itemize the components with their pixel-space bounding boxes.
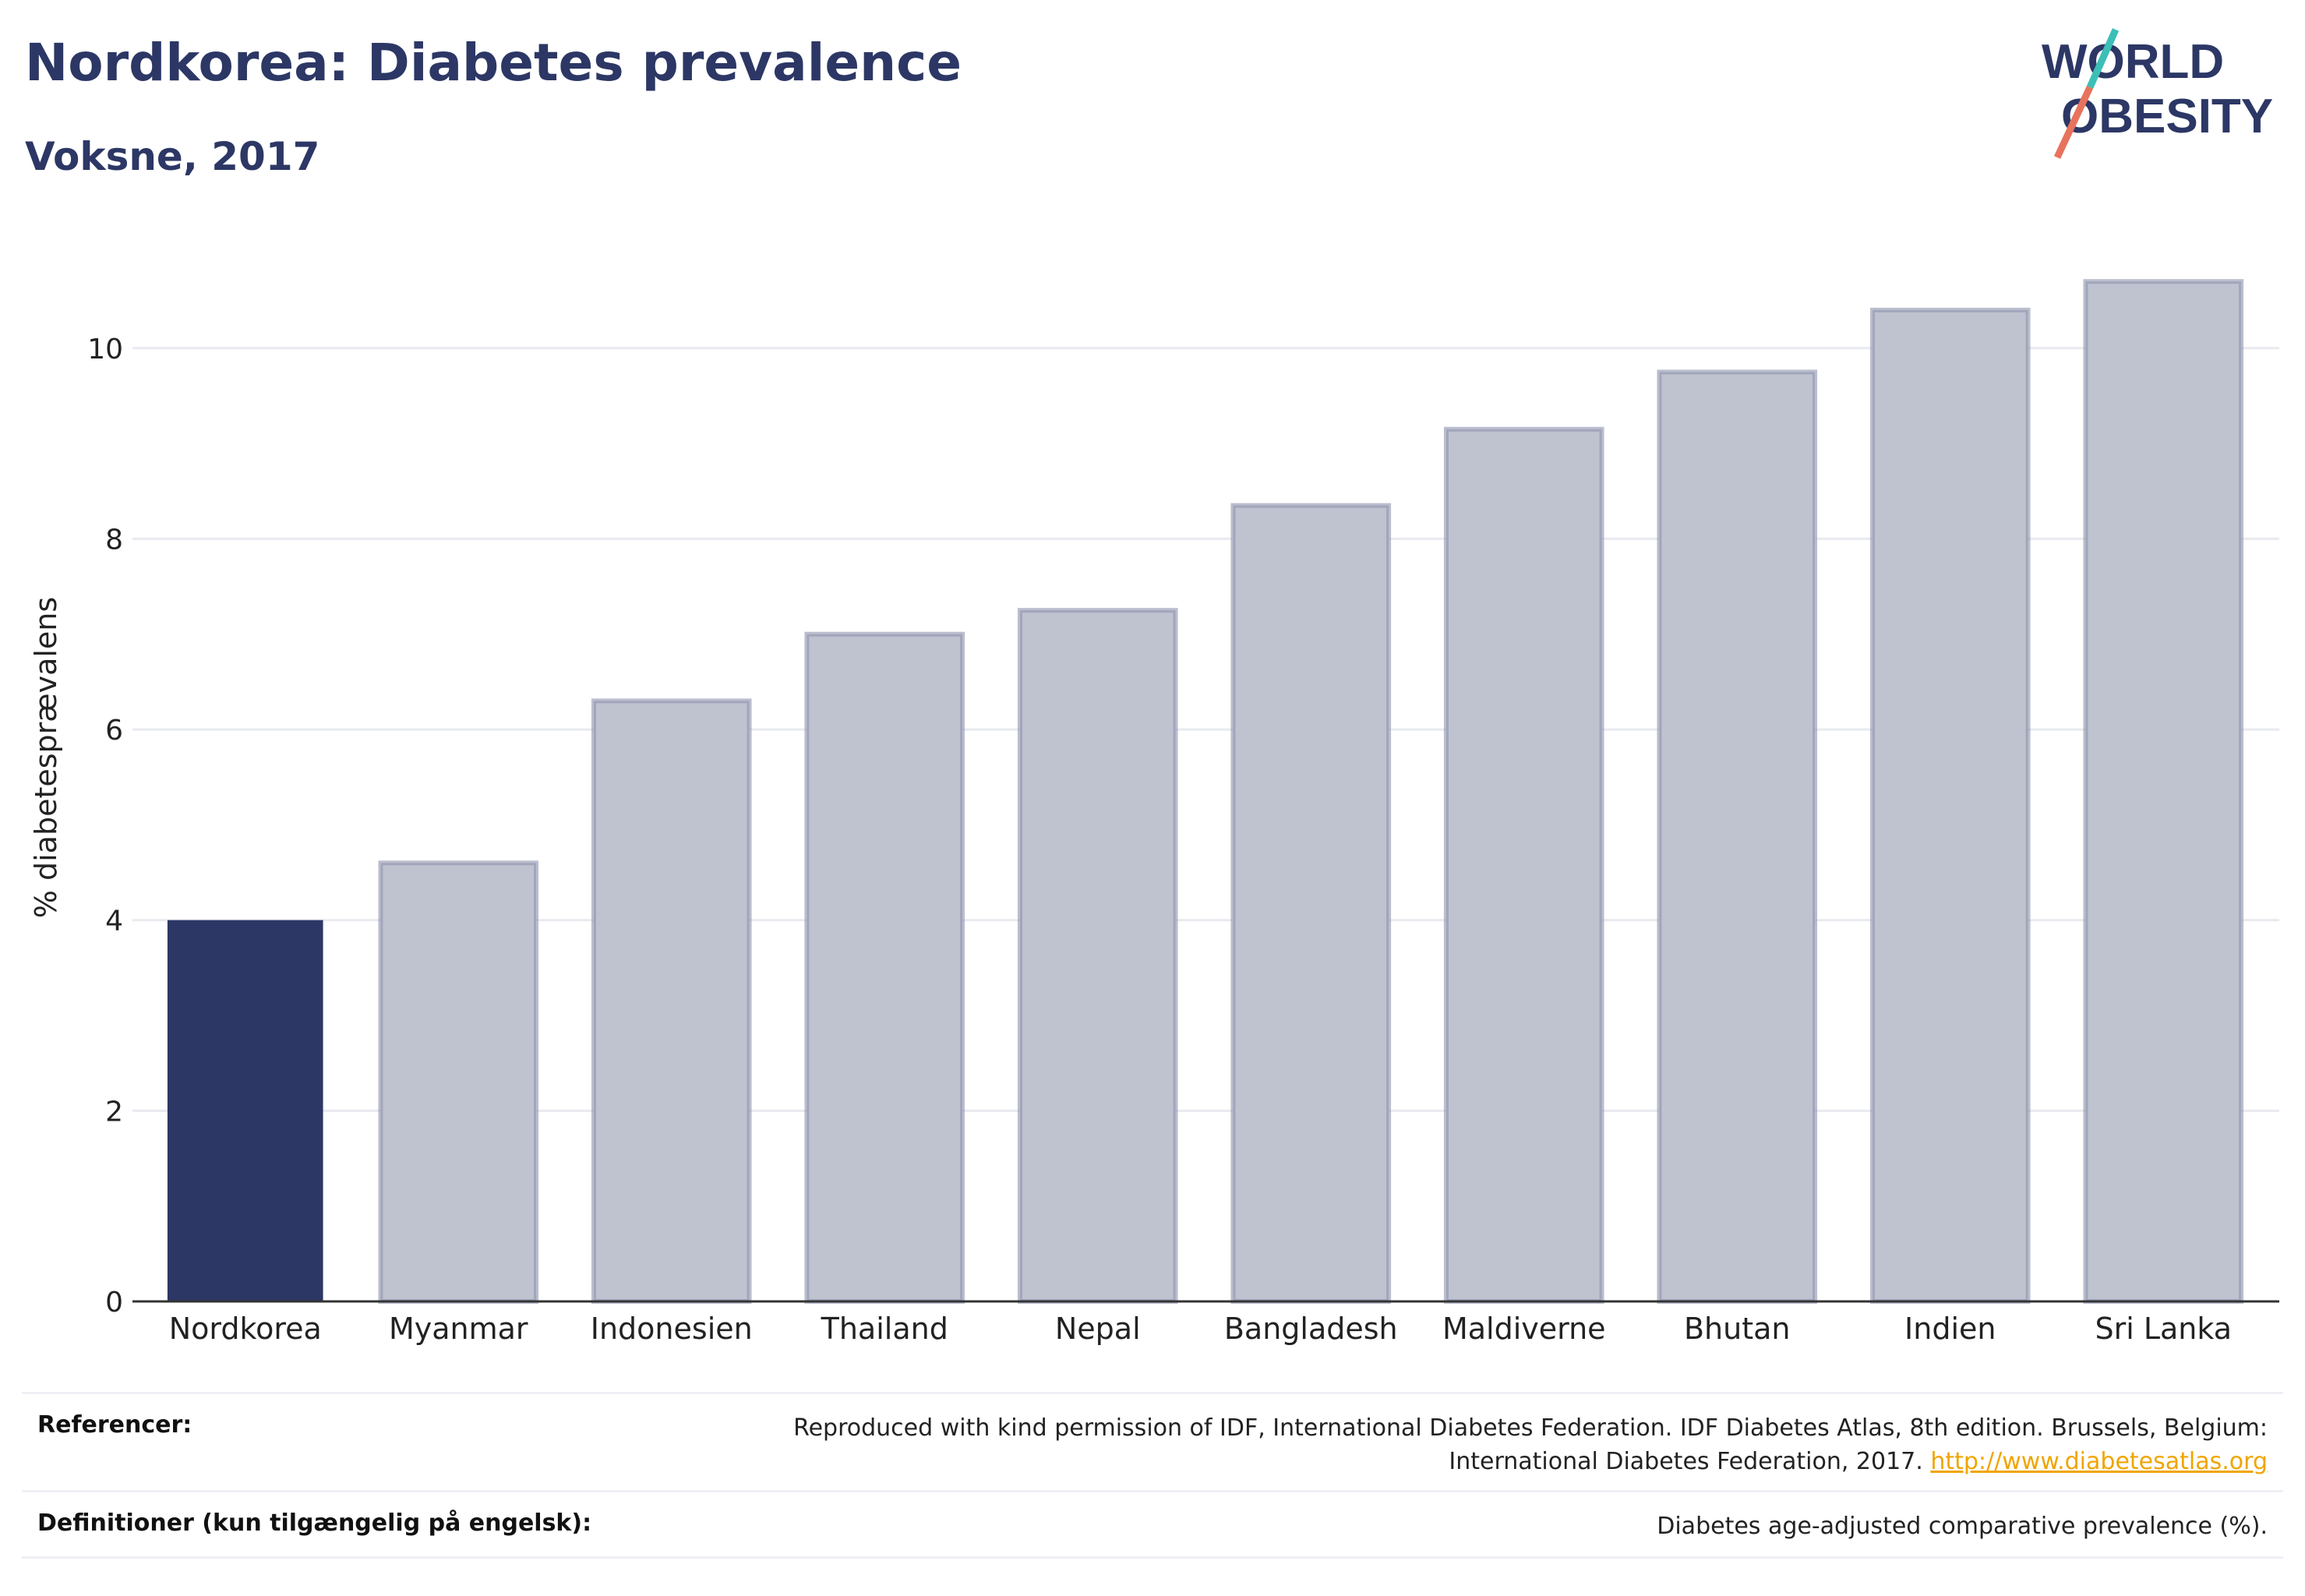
definitions-label: Definitioner (kun tilgængelig på engelsk… xyxy=(37,1509,592,1537)
y-tick-label: 4 xyxy=(105,906,123,937)
y-tick-label: 0 xyxy=(105,1287,123,1319)
logo-slash-top xyxy=(2086,28,2120,89)
references-label: Referencer: xyxy=(37,1411,192,1439)
y-tick-label: 10 xyxy=(87,334,123,365)
references-row: Referencer: Reproduced with kind permiss… xyxy=(22,1392,2283,1492)
x-tick-label: Myanmar xyxy=(389,1312,528,1346)
y-tick-label: 8 xyxy=(105,524,123,556)
x-tick-label: Maldiverne xyxy=(1442,1312,1606,1346)
y-axis-label: % diabetesprævalens xyxy=(29,597,63,918)
references-line2-text: International Diabetes Federation, 2017. xyxy=(1449,1448,1923,1475)
logo-line1: WORLD xyxy=(2042,35,2224,89)
x-tick-label: Nordkorea xyxy=(169,1312,322,1346)
bar-thailand[interactable] xyxy=(804,631,965,1304)
bar-bhutan[interactable] xyxy=(1657,369,1818,1304)
chart-subtitle: Voksne, 2017 xyxy=(25,134,320,179)
x-tick-label: Sri Lanka xyxy=(2095,1312,2232,1346)
axes: 0 2 4 6 8 10 Nordkorea Myanmar Indonesien Thailan… xyxy=(87,334,2279,1346)
references-line1: Reproduced with kind permission of IDF, … xyxy=(793,1414,2268,1442)
y-tick-label: 6 xyxy=(105,715,123,747)
y-tick-label: 2 xyxy=(105,1096,123,1128)
definitions-text: Diabetes age-adjusted comparative preval… xyxy=(1657,1513,2268,1540)
bar-myanmar[interactable] xyxy=(378,860,539,1304)
references-text: Reproduced with kind permission of IDF, … xyxy=(793,1411,2268,1478)
bar-indonesien[interactable] xyxy=(591,698,752,1304)
x-tick-label: Bhutan xyxy=(1684,1312,1791,1346)
bar-bangladesh[interactable] xyxy=(1230,503,1392,1304)
diabetesatlas-link[interactable]: http://www.diabetesatlas.org xyxy=(1930,1448,2268,1475)
definitions-row: Definitioner (kun tilgængelig på engelsk… xyxy=(22,1490,2283,1559)
bar-nepal[interactable] xyxy=(1017,608,1178,1304)
x-tick-label: Nepal xyxy=(1055,1312,1141,1346)
world-obesity-logo[interactable]: WORLD OBESITY xyxy=(2026,23,2291,164)
bar-sri-lanka[interactable] xyxy=(2083,279,2244,1304)
logo-line2: OBESITY xyxy=(2061,90,2273,143)
x-tick-label: Bangladesh xyxy=(1224,1312,1398,1346)
x-tick-label: Indonesien xyxy=(591,1312,753,1346)
bar-chart: 0 2 4 6 8 10 Nordkorea Myanmar Indonesien Thailan… xyxy=(29,279,2279,1346)
references-line2: International Diabetes Federation, 2017.… xyxy=(793,1445,2268,1478)
chart-title: Nordkorea: Diabetes prevalence xyxy=(25,33,962,93)
x-tick-label: Thailand xyxy=(821,1312,948,1346)
bar-nordkorea[interactable] xyxy=(167,920,323,1301)
x-tick-label: Indien xyxy=(1904,1312,1996,1346)
bars xyxy=(167,279,2244,1304)
logo-slash-bottom xyxy=(2053,86,2094,159)
bar-indien[interactable] xyxy=(1869,307,2031,1304)
bar-maldiverne[interactable] xyxy=(1443,426,1604,1304)
